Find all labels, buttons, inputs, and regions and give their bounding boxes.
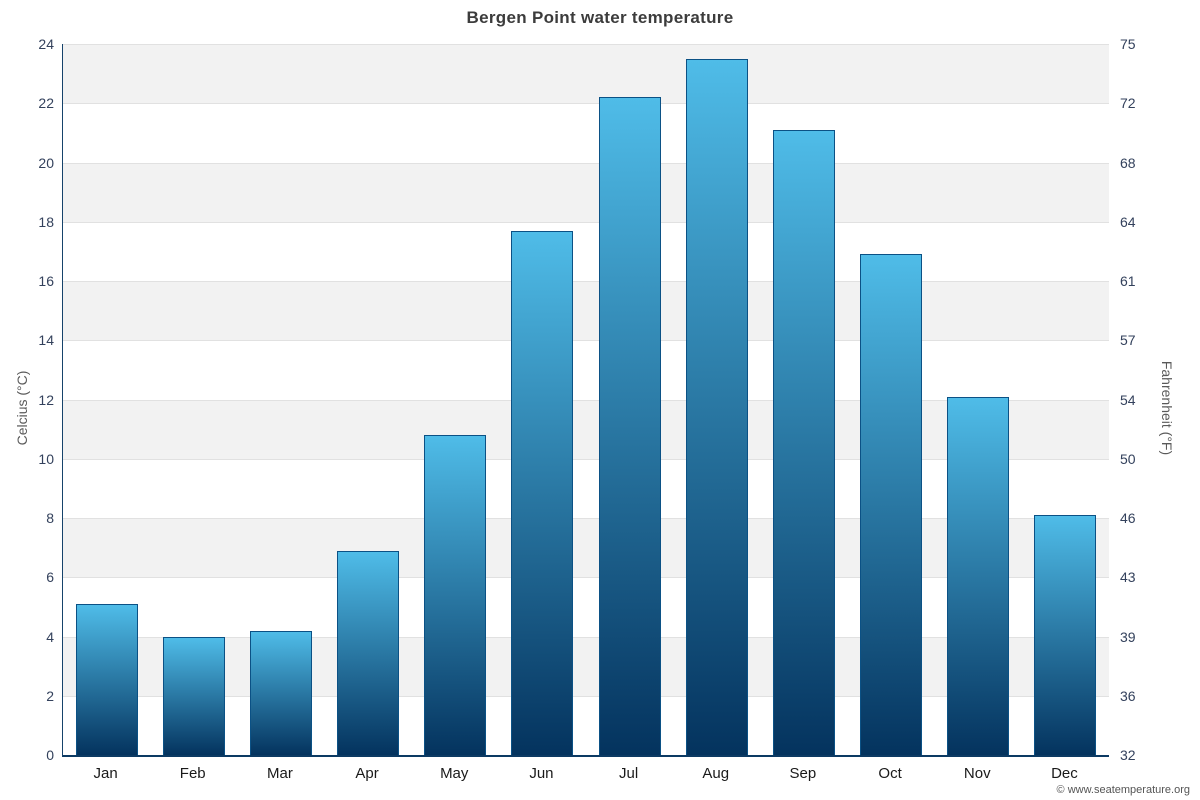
plot-area [62,44,1109,757]
bar-apr [337,550,400,755]
plot-band [63,281,1109,341]
copyright-text: © www.seatemperature.org [1056,784,1190,796]
gridline [63,103,1109,104]
plot-band [63,518,1109,578]
y-tick-celsius: 0 [46,747,54,763]
y-tick-celsius: 18 [38,213,54,230]
y-tick-fahrenheit: 39 [1120,628,1136,645]
chart-title: Bergen Point water temperature [466,8,734,27]
x-tick-aug: Aug [702,765,730,782]
bar-mar [249,630,312,755]
gridline [63,577,1109,578]
y-tick-celsius: 6 [46,569,54,586]
x-tick-nov: Nov [963,765,991,782]
x-tick-oct: Oct [878,765,902,782]
y-tick-fahrenheit: 64 [1120,213,1136,230]
bar-sep [772,129,835,755]
y-tick-fahrenheit: 75 [1120,36,1136,52]
y-tick-fahrenheit: 50 [1120,450,1136,467]
y-tick-celsius: 24 [38,36,54,52]
y-axis-label-celsius: Celcius (°C) [14,370,30,446]
gridline [63,459,1109,460]
y-tick-fahrenheit: 61 [1120,273,1136,289]
y-tick-fahrenheit: 68 [1120,154,1136,171]
y-tick-celsius: 10 [38,450,54,467]
y-tick-celsius: 4 [46,628,54,645]
y-tick-fahrenheit: 57 [1120,332,1136,349]
bar-dec [1034,515,1097,755]
gridline [63,163,1109,164]
plot-band [63,162,1109,222]
gridline [63,222,1109,223]
gridline [63,400,1109,401]
plot-band [63,399,1109,459]
x-tick-jul: Jul [618,765,639,782]
y-tick-fahrenheit: 54 [1120,391,1136,408]
bar-aug [685,58,748,755]
bar-jun [511,230,574,755]
gridline [63,281,1109,282]
gridline [63,637,1109,638]
bar-nov [947,396,1010,755]
y-tick-fahrenheit: 72 [1120,95,1136,112]
y-tick-celsius: 16 [38,273,54,289]
x-tick-dec: Dec [1051,765,1078,782]
gridline [63,340,1109,341]
y-tick-fahrenheit: 32 [1120,747,1136,763]
x-tick-feb: Feb [179,765,206,782]
x-tick-jun: Jun [529,765,554,782]
x-tick-jan: Jan [93,765,118,782]
bar-jul [598,97,661,755]
gridline [63,518,1109,519]
y-tick-celsius: 22 [38,95,54,112]
bar-oct [860,254,923,755]
bar-jan [75,603,138,755]
plot-band [63,636,1109,696]
plot-band [63,44,1109,104]
x-tick-may: May [440,765,469,782]
y-tick-celsius: 14 [38,332,54,349]
y-tick-fahrenheit: 36 [1120,687,1136,704]
y-tick-fahrenheit: 46 [1120,510,1136,526]
y-axis-label-fahrenheit: Fahrenheit (°F) [1159,360,1175,456]
y-tick-celsius: 8 [46,510,54,526]
y-tick-celsius: 20 [38,154,54,171]
bar-may [424,435,487,755]
y-tick-fahrenheit: 43 [1120,569,1136,586]
bar-feb [162,636,225,755]
y-tick-celsius: 2 [46,687,54,704]
gridline [63,696,1109,697]
y-tick-celsius: 12 [38,391,54,408]
x-tick-apr: Apr [355,765,379,782]
gridline [63,44,1109,45]
x-tick-sep: Sep [789,765,817,782]
x-tick-mar: Mar [266,765,293,782]
